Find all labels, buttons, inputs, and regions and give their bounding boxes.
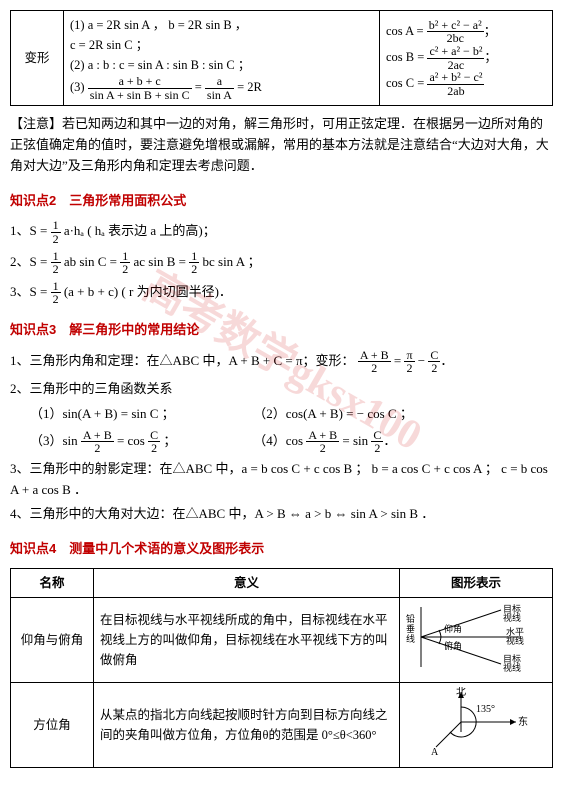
svg-text:东: 东: [518, 715, 528, 728]
r2c1: 方位角: [11, 682, 94, 767]
svg-text:135°: 135°: [476, 704, 495, 715]
elevation-diagram: 目标视线 仰角 水平视线 俯角 目标视线 铅垂线: [406, 602, 536, 672]
k3-i4: 4、三角形中的大角对大边：在△ABC 中，A > B ⇔ a > b ⇔ sin…: [10, 504, 553, 525]
k3-sub34: （3）sin A + B2 = cos C2 ； （4）cos A + B2 =…: [10, 429, 553, 455]
azimuth-diagram: 北 东 135° A: [406, 687, 536, 757]
th-name: 名称: [11, 568, 94, 597]
r1c3: 目标视线 仰角 水平视线 俯角 目标视线 铅垂线: [400, 597, 553, 682]
l2: (2) a : b : c = sin A : sin B : sin C ；: [70, 55, 373, 75]
r2: cos B = c² + a² − b²2ac；: [386, 45, 546, 71]
r3: cos C = a² + b² − c²2ab: [386, 71, 546, 97]
r2c2: 从某点的指北方向线起按顺时针方向到目标方向线之间的夹角叫做方位角，方位角θ的范围…: [94, 682, 400, 767]
note-text: 【注意】若已知两边和其中一边的对角，解三角形时，可用正弦定理．在根据另一边所对角…: [10, 114, 553, 176]
svg-text:视线: 视线: [503, 662, 521, 672]
svg-text:线: 线: [406, 633, 415, 644]
left-cell: (1) a = 2R sin A ， b = 2R sin B ， c = 2R…: [64, 11, 380, 106]
svg-text:仰角: 仰角: [444, 623, 462, 634]
r1c2: 在目标视线与水平视线所成的角中，目标视线在水平视线上方的叫做仰角，目标视线在水平…: [94, 597, 400, 682]
th-meaning: 意义: [94, 568, 400, 597]
terms-table: 名称 意义 图形表示 仰角与俯角 在目标视线与水平视线所成的角中，目标视线在水平…: [10, 568, 553, 768]
row-azimuth: 方位角 从某点的指北方向线起按顺时针方向到目标方向线之间的夹角叫做方位角，方位角…: [11, 682, 553, 767]
k3-i1: 1、三角形内角和定理：在△ABC 中，A + B + C = π；变形： A +…: [10, 349, 553, 375]
svg-text:俯角: 俯角: [444, 640, 462, 651]
k4-title: 知识点4 测量中几个术语的意义及图形表示: [10, 539, 553, 560]
svg-text:A: A: [431, 747, 439, 757]
svg-text:北: 北: [456, 687, 466, 698]
row-elevation: 仰角与俯角 在目标视线与水平视线所成的角中，目标视线在水平视线上方的叫做仰角，目…: [11, 597, 553, 682]
k2-i2: 2、S = 12 ab sin C = 12 ac sin B = 12 bc …: [10, 250, 553, 276]
k2-i3: 3、S = 12 (a + b + c) ( r 为内切圆半径)．: [10, 280, 553, 306]
r2c3: 北 东 135° A: [400, 682, 553, 767]
svg-text:视线: 视线: [506, 635, 524, 646]
svg-text:视线: 视线: [503, 612, 521, 623]
k3-title: 知识点3 解三角形中的常用结论: [10, 320, 553, 341]
k2-title: 知识点2 三角形常用面积公式: [10, 191, 553, 212]
transform-table: 变形 (1) a = 2R sin A ， b = 2R sin B ， c =…: [10, 10, 553, 106]
l1b: c = 2R sin C ；: [70, 35, 373, 55]
th-figure: 图形表示: [400, 568, 553, 597]
k3-i3: 3、三角形中的射影定理：在△ABC 中，a = b cos C + c cos …: [10, 459, 553, 501]
r1: cos A = b² + c² − a²2bc；: [386, 19, 546, 45]
l1: (1) a = 2R sin A ， b = 2R sin B ，: [70, 15, 373, 35]
svg-text:垂: 垂: [406, 623, 415, 634]
right-cell: cos A = b² + c² − a²2bc； cos B = c² + a²…: [380, 11, 553, 106]
k3-i2: 2、三角形中的三角函数关系: [10, 379, 553, 400]
row-label: 变形: [11, 11, 64, 106]
k3-sub12: （1）sin(A + B) = sin C ； （2）cos(A + B) = …: [10, 404, 553, 425]
l3: (3) a + b + csin A + sin B + sin C = asi…: [70, 75, 373, 101]
k2-i1: 1、S = 12 a·hₐ ( hₐ 表示边 a 上的高)；: [10, 219, 553, 245]
r1c1: 仰角与俯角: [11, 597, 94, 682]
svg-text:铅: 铅: [406, 613, 415, 624]
